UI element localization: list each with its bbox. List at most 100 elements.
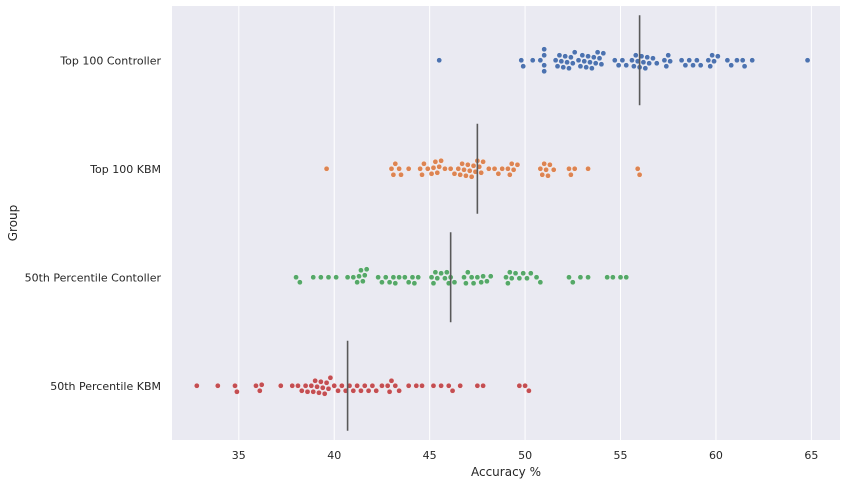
data-point — [396, 274, 402, 281]
data-point — [728, 62, 735, 69]
data-point — [615, 62, 622, 69]
data-point — [554, 63, 561, 70]
data-point — [466, 167, 473, 174]
data-point — [566, 65, 572, 72]
data-point — [665, 52, 672, 59]
y-tick-label: 50th Percentile Contoller — [25, 271, 162, 284]
data-point — [623, 274, 630, 281]
data-point — [585, 53, 591, 60]
data-point — [589, 65, 595, 72]
data-point — [539, 171, 546, 178]
data-point — [386, 279, 393, 286]
data-point — [438, 157, 444, 164]
data-point — [308, 382, 315, 389]
y-tick-labels: Top 100 Controller Top 100 KBM 50th Percen… — [25, 54, 162, 393]
data-point — [541, 160, 547, 167]
median-lines — [346, 15, 641, 431]
data-point — [369, 382, 376, 389]
data-point — [571, 49, 578, 56]
data-point — [333, 274, 339, 281]
data-point — [428, 170, 435, 177]
data-point — [590, 54, 597, 61]
data-point — [520, 270, 526, 277]
data-point — [447, 165, 454, 172]
data-point — [419, 171, 425, 178]
data-point — [474, 382, 481, 389]
data-point — [215, 382, 221, 389]
data-point — [444, 269, 450, 276]
data-point — [392, 280, 399, 287]
data-point — [508, 160, 515, 167]
data-point — [697, 62, 704, 69]
data-point — [596, 55, 603, 62]
data-point — [375, 274, 381, 281]
data-point — [339, 382, 345, 389]
data-point — [461, 166, 467, 173]
data-point — [436, 163, 443, 170]
data-point — [495, 170, 502, 177]
data-point — [318, 274, 324, 281]
data-point — [434, 169, 441, 176]
data-point — [478, 169, 484, 176]
data-point — [289, 382, 296, 389]
data-point — [505, 165, 511, 172]
data-point — [277, 382, 284, 389]
data-point — [457, 171, 463, 178]
data-point — [636, 171, 643, 178]
data-point — [361, 382, 368, 389]
data-point — [507, 171, 513, 178]
data-point — [463, 172, 469, 179]
x-tick-label: 40 — [327, 449, 341, 462]
data-point — [629, 57, 635, 64]
data-point — [354, 382, 360, 389]
data-point — [327, 374, 334, 381]
data-point — [541, 62, 547, 69]
data-point — [594, 49, 601, 56]
data-point — [253, 382, 259, 389]
data-point — [384, 382, 391, 389]
data-point — [650, 55, 656, 62]
data-point — [715, 53, 721, 60]
data-point — [474, 274, 481, 281]
data-point — [522, 382, 528, 389]
data-point — [468, 173, 475, 180]
data-point — [430, 164, 437, 171]
data-point — [354, 279, 360, 286]
data-point — [470, 280, 477, 287]
data-point — [358, 267, 364, 274]
data-point — [526, 387, 532, 394]
data-point — [411, 280, 418, 287]
data-point — [430, 280, 437, 287]
data-point — [258, 381, 265, 388]
data-point — [455, 165, 462, 172]
data-point — [234, 388, 240, 395]
data-point — [373, 387, 380, 394]
x-axis-label: Accuracy % — [471, 465, 541, 479]
data-point — [360, 278, 366, 285]
data-point — [365, 387, 372, 394]
data-point — [581, 58, 588, 65]
data-point — [386, 388, 393, 395]
x-tick-label: 35 — [232, 449, 246, 462]
data-point — [503, 274, 509, 281]
data-point — [417, 165, 423, 172]
data-point — [318, 378, 324, 385]
data-point — [690, 62, 696, 69]
data-point — [480, 382, 486, 389]
data-point — [545, 172, 551, 179]
y-tick-label: 50th Percentile KBM — [50, 380, 161, 393]
x-tick-label: 65 — [804, 449, 818, 462]
data-point — [344, 274, 351, 281]
data-point — [390, 171, 397, 178]
data-point — [396, 387, 402, 394]
data-point — [295, 382, 301, 389]
data-point — [686, 57, 693, 64]
data-point — [388, 377, 395, 384]
gridlines — [238, 6, 812, 440]
data-point — [314, 383, 320, 390]
data-point — [232, 382, 238, 389]
data-point — [428, 274, 435, 281]
data-point — [297, 279, 303, 286]
data-point — [640, 59, 647, 66]
data-point — [585, 165, 591, 172]
